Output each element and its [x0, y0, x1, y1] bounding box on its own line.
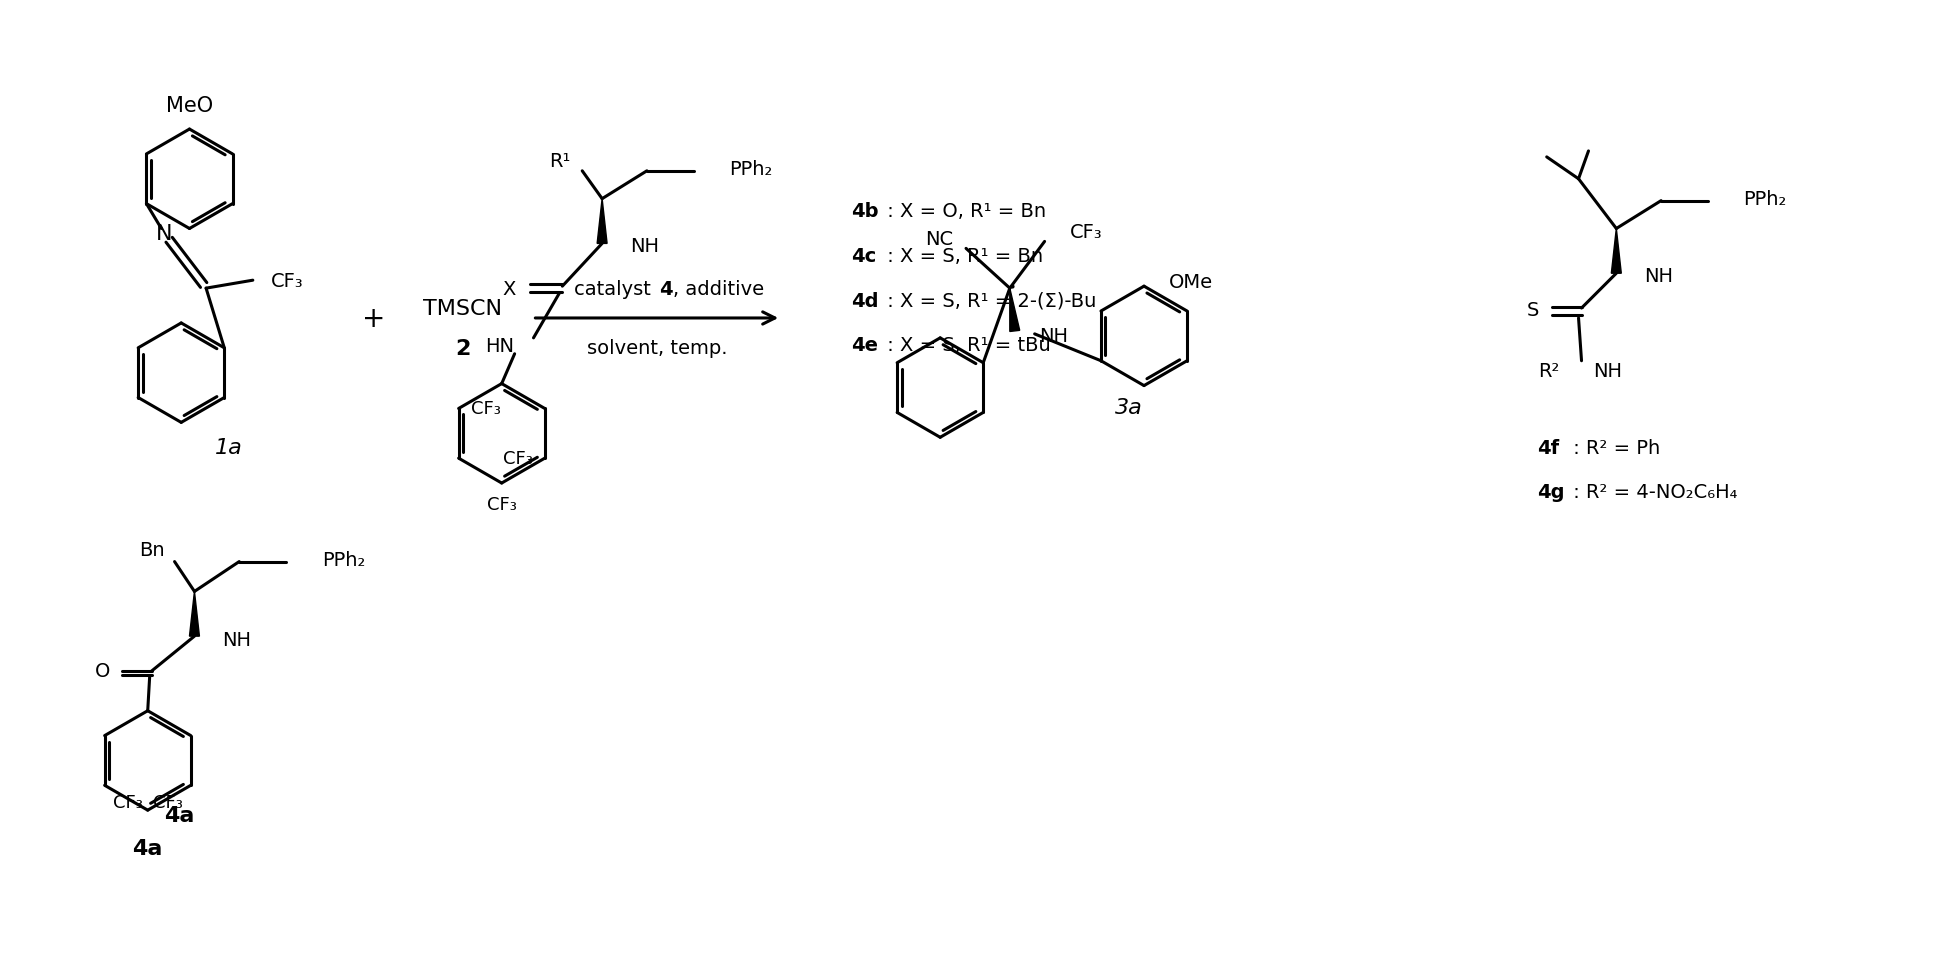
Text: 3a: 3a	[1115, 398, 1142, 418]
Text: N: N	[156, 225, 173, 244]
Text: X: X	[502, 279, 516, 298]
Text: : X = S, R¹ = 2-(Σ)-Bu: : X = S, R¹ = 2-(Σ)-Bu	[880, 291, 1096, 311]
Text: : X = O, R¹ = Bn: : X = O, R¹ = Bn	[880, 202, 1045, 221]
Text: : R² = 4-NO₂C₆H₄: : R² = 4-NO₂C₆H₄	[1567, 483, 1738, 502]
Text: TMSCN: TMSCN	[424, 299, 502, 319]
Text: O: O	[95, 661, 109, 681]
Text: : X = S, R¹ = tBu: : X = S, R¹ = tBu	[880, 336, 1051, 355]
Text: 4a: 4a	[132, 838, 163, 858]
Text: PPh₂: PPh₂	[1744, 190, 1786, 209]
Text: 4d: 4d	[850, 291, 878, 311]
Text: NH: NH	[1039, 327, 1068, 346]
Text: NH: NH	[631, 236, 660, 256]
Text: Bn: Bn	[138, 540, 165, 560]
Text: S: S	[1526, 300, 1539, 319]
Text: NH: NH	[1594, 361, 1623, 381]
Text: 4a: 4a	[163, 805, 195, 826]
Text: , additive: , additive	[673, 279, 765, 299]
Text: NH: NH	[222, 630, 251, 649]
Text: OMe: OMe	[1170, 273, 1212, 291]
Text: MeO: MeO	[165, 96, 212, 116]
Text: solvent, temp.: solvent, temp.	[586, 338, 728, 358]
Polygon shape	[597, 199, 607, 244]
Text: 4e: 4e	[850, 336, 878, 355]
Text: catalyst: catalyst	[574, 279, 658, 299]
Polygon shape	[189, 592, 198, 636]
Text: 4b: 4b	[850, 202, 878, 221]
Text: R²: R²	[1537, 361, 1559, 381]
Text: CF₃: CF₃	[270, 272, 304, 290]
Text: 4g: 4g	[1537, 483, 1565, 502]
Text: CF₃: CF₃	[471, 400, 500, 418]
Text: NC: NC	[924, 230, 954, 249]
Text: : R² = Ph: : R² = Ph	[1567, 439, 1660, 457]
Text: HN: HN	[486, 337, 514, 356]
Text: 4c: 4c	[850, 246, 876, 266]
Text: CF₃: CF₃	[502, 449, 533, 468]
Text: CF₃: CF₃	[1070, 223, 1101, 241]
Text: 2: 2	[455, 338, 471, 359]
Polygon shape	[1611, 230, 1621, 274]
Text: CF₃: CF₃	[113, 793, 142, 812]
Text: PPh₂: PPh₂	[730, 160, 773, 179]
Polygon shape	[1010, 289, 1020, 332]
Text: CF₃: CF₃	[486, 495, 516, 514]
Text: 1a: 1a	[216, 438, 243, 458]
Text: 4: 4	[660, 279, 673, 299]
Text: NH: NH	[1644, 267, 1674, 285]
Text: CF₃: CF₃	[154, 793, 183, 812]
Text: PPh₂: PPh₂	[321, 550, 366, 570]
Text: +: +	[362, 305, 385, 332]
Text: : X = S, R¹ = Bn: : X = S, R¹ = Bn	[880, 246, 1043, 266]
Text: 4f: 4f	[1537, 439, 1559, 457]
Text: R¹: R¹	[549, 152, 570, 171]
